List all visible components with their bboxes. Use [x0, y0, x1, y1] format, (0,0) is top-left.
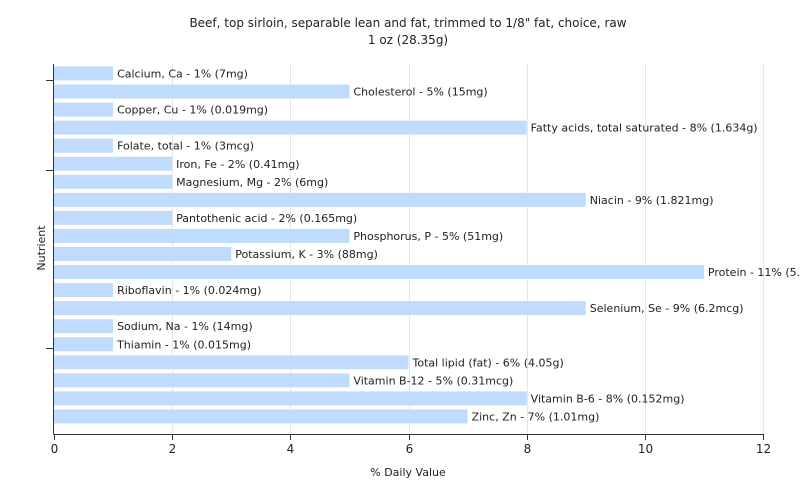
bar-label-2: Copper, Cu - 1% (0.019mg): [117, 104, 268, 117]
bar-label-9: Phosphorus, P - 5% (51mg): [353, 230, 503, 243]
bar-14: [54, 319, 114, 334]
x-tick-label-6: 6: [406, 442, 414, 456]
bar-label-18: Vitamin B-6 - 8% (0.152mg): [531, 392, 685, 405]
x-tick-label-12: 12: [756, 442, 771, 456]
bar-label-11: Protein - 11% (5.65g): [708, 266, 800, 279]
chart-title: Beef, top sirloin, separable lean and fa…: [189, 16, 626, 30]
bar-1: [54, 84, 350, 99]
bar-label-13: Selenium, Se - 9% (6.2mcg): [590, 302, 744, 315]
bar-10: [54, 247, 232, 261]
bar-7: [54, 192, 586, 207]
bar-label-14: Sodium, Na - 1% (14mg): [117, 320, 253, 333]
bar-6: [54, 174, 173, 189]
bar-label-17: Vitamin B-12 - 5% (0.31mcg): [353, 374, 513, 387]
bar-19: [54, 409, 468, 424]
y-axis-title: Nutrient: [35, 225, 48, 271]
bar-4: [54, 138, 114, 153]
bar-12: [54, 283, 114, 298]
bar-9: [54, 228, 350, 243]
bar-17: [54, 373, 350, 388]
bar-8: [54, 210, 173, 225]
bar-label-5: Iron, Fe - 2% (0.41mg): [176, 158, 299, 171]
chart-subtitle: 1 oz (28.35g): [368, 33, 448, 47]
x-tick-label-2: 2: [169, 442, 177, 456]
bars-group: Calcium, Ca - 1% (7mg) Cholesterol - 5% (…: [54, 66, 800, 424]
bar-13: [54, 301, 586, 316]
bar-label-3: Fatty acids, total saturated - 8% (1.634…: [531, 122, 758, 135]
bar-16: [54, 355, 409, 370]
x-tick-label-10: 10: [638, 442, 653, 456]
bar-0: [54, 66, 114, 81]
x-axis-title: % Daily Value: [370, 466, 446, 479]
bar-label-12: Riboflavin - 1% (0.024mg): [117, 284, 261, 297]
bar-11: [54, 265, 704, 280]
bar-18: [54, 391, 527, 406]
bar-label-19: Zinc, Zn - 7% (1.01mg): [472, 410, 600, 423]
bar-label-15: Thiamin - 1% (0.015mg): [116, 338, 251, 351]
x-tick-label-4: 4: [287, 442, 295, 456]
bar-label-8: Pantothenic acid - 2% (0.165mg): [176, 212, 357, 225]
bar-3: [54, 120, 527, 135]
x-tick-label-0: 0: [51, 442, 59, 456]
bar-label-1: Cholesterol - 5% (15mg): [353, 86, 487, 99]
bar-5: [54, 156, 173, 171]
bar-label-0: Calcium, Ca - 1% (7mg): [117, 68, 248, 81]
x-tick-labels: 0 2 4 6 8 10 12: [51, 442, 771, 456]
axes-group: [46, 64, 764, 440]
bar-label-16: Total lipid (fat) - 6% (4.05g): [412, 356, 564, 369]
bar-label-6: Magnesium, Mg - 2% (6mg): [176, 176, 328, 189]
x-tick-label-8: 8: [524, 442, 532, 456]
bar-2: [54, 102, 114, 117]
bar-label-4: Folate, total - 1% (3mcg): [117, 140, 254, 153]
bar-15: [54, 337, 114, 352]
bar-label-10: Potassium, K - 3% (88mg): [235, 248, 378, 261]
bar-label-7: Niacin - 9% (1.821mg): [590, 194, 714, 207]
